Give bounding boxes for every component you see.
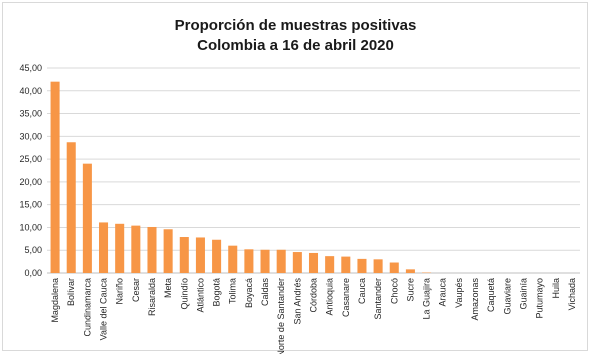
y-tick-label: 30,00: [19, 131, 42, 141]
x-tick-label: Córdoba: [309, 278, 319, 313]
x-tick-label: Nariño: [115, 278, 125, 305]
x-tick-label: Antioquia: [325, 278, 335, 316]
bar: [82, 163, 92, 273]
bar: [163, 229, 173, 273]
bar: [325, 256, 335, 273]
y-tick-label: 40,00: [19, 86, 42, 96]
x-tick-label: Putumayo: [535, 278, 545, 319]
chart-title-line-1: Proporción de muestras positivas: [174, 17, 417, 34]
x-tick-label: Cauca: [357, 278, 367, 304]
bar: [50, 81, 60, 274]
y-tick-label: 15,00: [19, 200, 42, 210]
x-tick-label: Caldas: [260, 278, 270, 307]
y-tick-label: 0,00: [24, 268, 42, 278]
bar: [357, 258, 367, 273]
x-tick-label: Atlántico: [195, 278, 205, 313]
x-tick-label: Arauca: [438, 278, 448, 307]
bar: [212, 239, 222, 273]
x-tick-label: Quindío: [179, 278, 189, 310]
x-tick-label: Bogotá: [212, 278, 222, 307]
y-tick-label: 25,00: [19, 154, 42, 164]
bar: [308, 252, 319, 273]
bar: [373, 259, 383, 273]
bar: [260, 249, 270, 273]
bar: [195, 237, 205, 273]
x-tick-label: Vaupés: [454, 278, 464, 308]
x-tick-label: Guainía: [518, 278, 528, 310]
bar: [66, 142, 76, 273]
x-tick-label: Cesar: [131, 278, 141, 302]
x-tick-label: La Guajira: [422, 278, 432, 320]
x-tick-label: Boyacá: [244, 278, 254, 308]
x-tick-label: Santander: [373, 278, 383, 320]
x-tick-label: Magdalena: [50, 278, 60, 323]
chart-frame: [2, 2, 588, 351]
chart-title: Proporción de muestras positivas Colombi…: [0, 16, 591, 56]
x-tick-label: Bolívar: [66, 278, 76, 306]
bar: [147, 226, 157, 273]
bar: [99, 222, 109, 273]
bar: [228, 245, 238, 273]
x-tick-label: Huila: [551, 278, 561, 299]
x-tick-label: San Andrés: [292, 278, 302, 325]
bar: [341, 256, 351, 273]
x-tick-label: Norte de Santander: [276, 278, 286, 354]
x-tick-label: Meta: [163, 278, 173, 298]
bar: [405, 269, 415, 273]
x-tick-label: Valle del Cauca: [99, 278, 109, 340]
bar: [131, 225, 141, 273]
y-tick-label: 10,00: [19, 222, 42, 232]
bar: [179, 237, 189, 273]
y-tick-label: 20,00: [19, 177, 42, 187]
x-tick-label: Caquetá: [486, 278, 496, 312]
x-tick-label: Casanare: [341, 278, 351, 317]
bar: [115, 223, 125, 273]
y-tick-label: 35,00: [19, 109, 42, 119]
chart-title-line-2: Colombia a 16 de abril 2020: [197, 37, 394, 54]
x-tick-label: Sucre: [405, 278, 415, 302]
x-tick-label: Amazonas: [470, 278, 480, 321]
x-tick-label: Tolima: [228, 278, 238, 304]
x-tick-label: Vichada: [567, 278, 577, 310]
bar: [244, 249, 254, 273]
bar: [276, 249, 286, 273]
x-tick-label: Chocó: [389, 278, 399, 304]
y-tick-label: 45,00: [19, 63, 42, 73]
y-tick-label: 5,00: [24, 245, 42, 255]
bar: [389, 262, 399, 273]
x-tick-label: Guaviare: [502, 278, 512, 315]
bar: [292, 252, 302, 273]
x-tick-label: Risaralda: [147, 278, 157, 316]
x-tick-label: Cundinamarca: [82, 278, 92, 337]
